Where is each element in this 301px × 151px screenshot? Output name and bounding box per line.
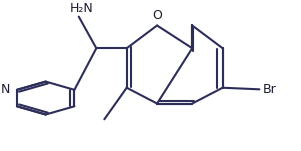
Text: O: O [152,9,162,22]
Text: H₂N: H₂N [70,2,94,15]
Text: Br: Br [262,83,276,96]
Text: N: N [0,83,10,96]
